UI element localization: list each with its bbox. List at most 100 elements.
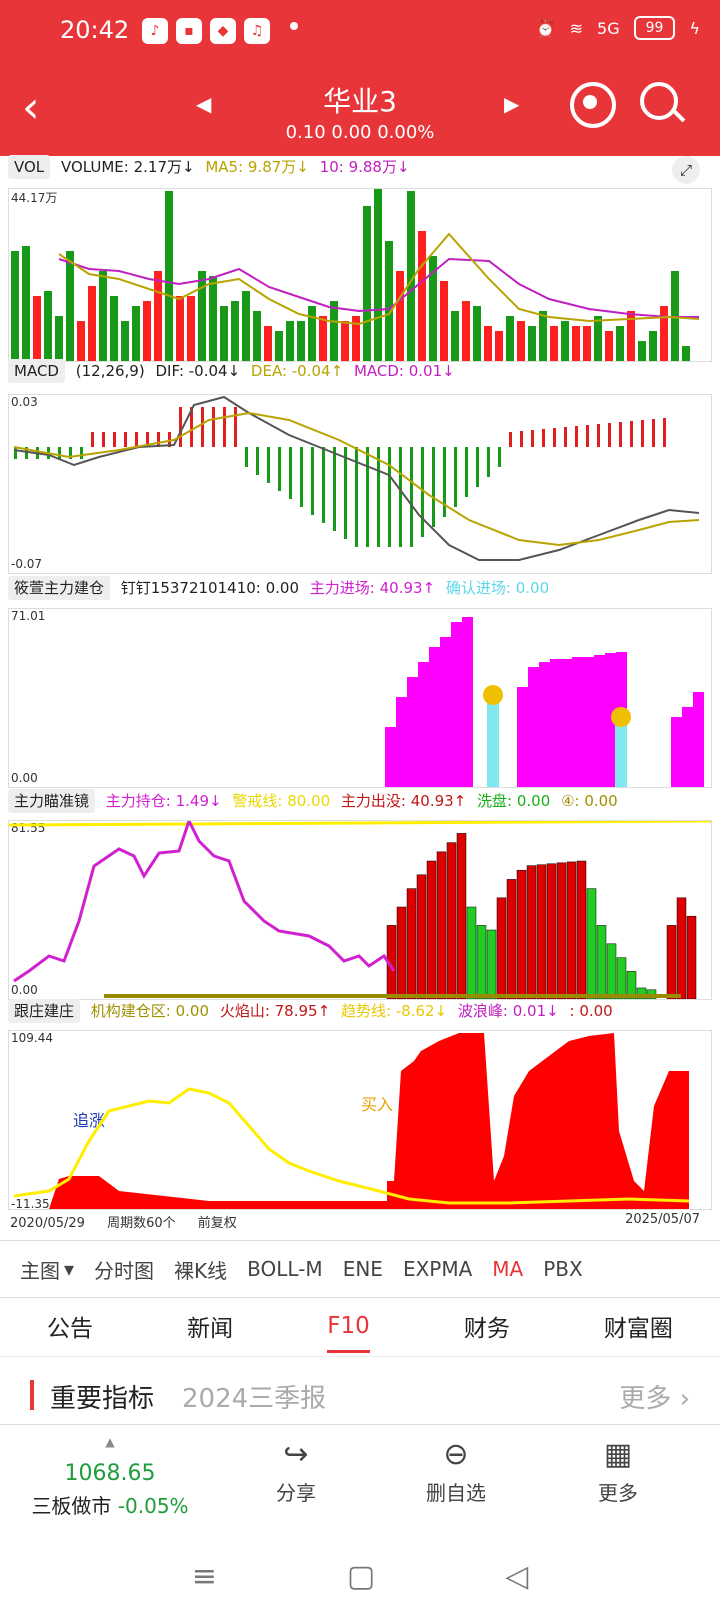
next-stock-icon[interactable]: ▶: [504, 92, 520, 116]
macd-selector[interactable]: MACD: [8, 359, 65, 383]
p3-c: 确认进场: 0.00: [445, 579, 550, 597]
chart-bar: [154, 271, 162, 361]
chart-bar: [476, 925, 487, 999]
more-link[interactable]: 更多 ›: [619, 1384, 690, 1414]
tab-bare-k[interactable]: 裸K线: [174, 1258, 228, 1283]
chart-bar: [121, 321, 129, 361]
chart-bar: [576, 860, 587, 999]
chart-bar: [132, 306, 140, 361]
macd-svg: [13, 395, 700, 561]
back-icon[interactable]: ‹: [22, 82, 40, 133]
share-button[interactable]: ↪ 分享: [246, 1437, 346, 1506]
p5-header: 跟庄建庄 机构建仓区: 0.00 火焰山: 78.95↑ 趋势线: -8.62↓…: [0, 999, 720, 1030]
chart-bar: [561, 321, 569, 361]
notification-icons: ♪ ▪ ◆ ♫: [142, 18, 270, 44]
p4-b: 警戒线: 80.00: [232, 792, 331, 810]
time-axis: 2020/05/29 周期数60个 前复权 2025/05/07: [10, 1212, 710, 1231]
chart-bar: [496, 897, 507, 999]
p4-chart: 81.55 0.00: [8, 820, 712, 1000]
info-tabs: 公告 新闻 F10 财务 财富圈: [0, 1296, 720, 1357]
tab-ma[interactable]: MA: [492, 1257, 524, 1281]
chart-bar: [583, 657, 594, 787]
menu-icon[interactable]: ≡: [191, 1558, 217, 1594]
chart-bar: [652, 419, 655, 447]
chart-bar: [693, 692, 704, 787]
remove-watchlist-button[interactable]: ⊖ 删自选: [406, 1437, 506, 1506]
p3-scale-top: 71.01: [11, 609, 46, 623]
chart-bar: [446, 842, 457, 999]
home-icon[interactable]: ▢: [346, 1558, 376, 1594]
tab-announcement[interactable]: 公告: [47, 1316, 94, 1342]
music-icon: ♫: [244, 18, 270, 44]
stock-title: 华业3: [323, 85, 397, 118]
back-nav-icon[interactable]: ◁: [505, 1558, 529, 1594]
macd-dif: DIF: -0.04↓: [155, 362, 241, 380]
chart-bar: [113, 432, 116, 447]
assistant-icon[interactable]: [570, 82, 616, 128]
tab-finance[interactable]: 财务: [463, 1316, 510, 1342]
chart-bar: [616, 957, 627, 999]
chart-bar: [594, 316, 602, 361]
chart-bar: [187, 296, 195, 361]
p4-selector[interactable]: 主力瞄准镜: [8, 789, 96, 813]
p3-scale-bottom: 0.00: [11, 771, 38, 785]
tab-wealth[interactable]: 财富圈: [603, 1316, 673, 1342]
p5-chart: 109.44 -11.35 追涨 买入: [8, 1030, 712, 1211]
chart-bar: [11, 251, 19, 361]
p3-a: 钉钉15372101410: 0.00: [120, 579, 299, 597]
chart-bar: [143, 301, 151, 361]
chart-bar: [561, 659, 572, 787]
chart-bar: [486, 929, 497, 999]
chart-bar: [245, 447, 248, 467]
chart-bar: [88, 286, 96, 361]
chart-bar: [476, 447, 479, 487]
axis-period: 周期数60个: [107, 1216, 176, 1231]
chart-bar: [528, 326, 536, 361]
axis-start: 2020/05/29: [10, 1216, 85, 1231]
chart-bar: [355, 447, 358, 547]
chart-bar: [146, 432, 149, 447]
chart-bar: [308, 306, 316, 361]
chart-bar: [209, 276, 217, 361]
expand-icon[interactable]: ⤢: [672, 156, 700, 184]
chart-bar: [546, 863, 557, 999]
tab-intraday[interactable]: 分时图: [94, 1258, 155, 1283]
chart-bar: [352, 316, 360, 361]
section-period: 2024三季报: [182, 1384, 327, 1414]
p5-scale-top: 109.44: [11, 1031, 53, 1045]
chart-bar: [407, 677, 418, 787]
tab-f10[interactable]: F10: [327, 1313, 370, 1353]
chart-bar: [69, 447, 72, 459]
tab-boll[interactable]: BOLL-M: [247, 1257, 323, 1281]
chart-bar: [498, 447, 501, 467]
chart-bar: [517, 321, 525, 361]
p3-selector[interactable]: 筱萱主力建仓: [8, 576, 111, 600]
prev-stock-icon[interactable]: ◀: [196, 92, 212, 116]
search-icon[interactable]: [640, 82, 678, 120]
stock-quote: 0.10 0.00 0.00%: [285, 122, 435, 143]
vol-selector[interactable]: VOL: [8, 155, 51, 179]
p5-c: 趋势线: -8.62↓: [340, 1002, 448, 1020]
tab-ene[interactable]: ENE: [342, 1257, 383, 1281]
tab-expma[interactable]: EXPMA: [402, 1257, 473, 1281]
chart-bar: [594, 655, 605, 787]
chart-bar: [311, 447, 314, 515]
chart-bar: [22, 246, 30, 361]
tab-news[interactable]: 新闻: [187, 1316, 234, 1342]
market-index[interactable]: ▲ 1068.65 三板做市 -0.05%: [30, 1435, 190, 1519]
system-icons: ⏰ ≋ 5G 99 ϟ: [536, 16, 700, 40]
tab-main-chart[interactable]: 主图: [20, 1258, 60, 1283]
p5-selector[interactable]: 跟庄建庄: [8, 999, 81, 1023]
more-button[interactable]: ▦ 更多: [568, 1437, 668, 1506]
key-indicators: 重要指标 2024三季报 更多 ›: [0, 1370, 720, 1422]
chart-bar: [566, 861, 577, 999]
chart-bar: [556, 862, 567, 999]
chart-bar: [666, 925, 677, 999]
chart-bar: [440, 281, 448, 361]
tab-pbx[interactable]: PBX: [543, 1257, 583, 1281]
section-title: 重要指标: [50, 1384, 155, 1414]
alarm-icon: ⏰: [535, 18, 556, 38]
chart-bar: [58, 447, 61, 459]
chart-bar: [322, 447, 325, 523]
chart-bar: [564, 427, 567, 447]
